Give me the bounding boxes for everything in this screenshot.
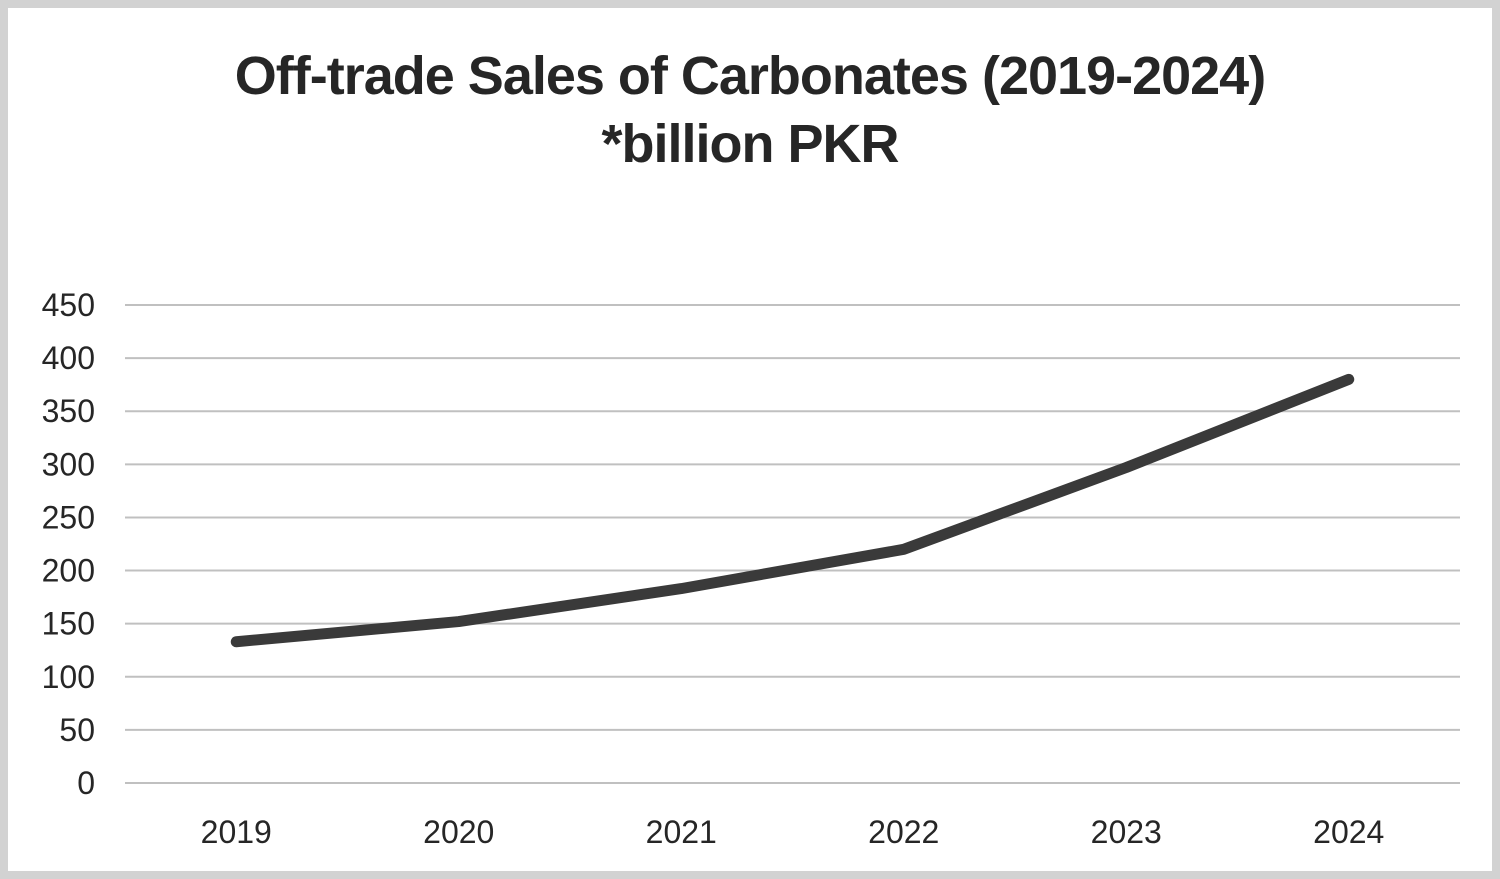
x-axis-tick-label: 2023 bbox=[1091, 814, 1162, 850]
chart-title-line1: Off-trade Sales of Carbonates (2019-2024… bbox=[234, 46, 1266, 106]
x-axis-tick-label: 2019 bbox=[201, 814, 272, 850]
y-axis-tick-label: 200 bbox=[42, 553, 95, 589]
y-axis-tick-label: 350 bbox=[42, 393, 95, 429]
y-axis-tick-label: 450 bbox=[42, 287, 95, 323]
y-axis-tick-label: 0 bbox=[77, 765, 95, 801]
x-axis-tick-label: 2022 bbox=[868, 814, 939, 850]
data-series-line bbox=[230, 373, 1355, 648]
line-chart: 0 50 100 150 200 250 300 350 400 450 2019 2020 2021 2… bbox=[42, 287, 1460, 850]
y-axis-tick-label: 150 bbox=[42, 606, 95, 642]
x-axis-tick-label: 2021 bbox=[646, 814, 717, 850]
y-axis-tick-label: 50 bbox=[59, 712, 95, 748]
chart-title: Off-trade Sales of Carbonates (2019-2024… bbox=[8, 42, 1492, 178]
y-axis-tick-label: 300 bbox=[42, 446, 95, 482]
x-axis-tick-label: 2020 bbox=[423, 814, 494, 850]
y-axis-tick-label: 250 bbox=[42, 499, 95, 535]
chart-title-line2: *billion PKR bbox=[601, 114, 900, 174]
y-axis-tick-label: 400 bbox=[42, 340, 95, 376]
y-axis-tick-label: 100 bbox=[42, 659, 95, 695]
x-axis-tick-label: 2024 bbox=[1313, 814, 1384, 850]
